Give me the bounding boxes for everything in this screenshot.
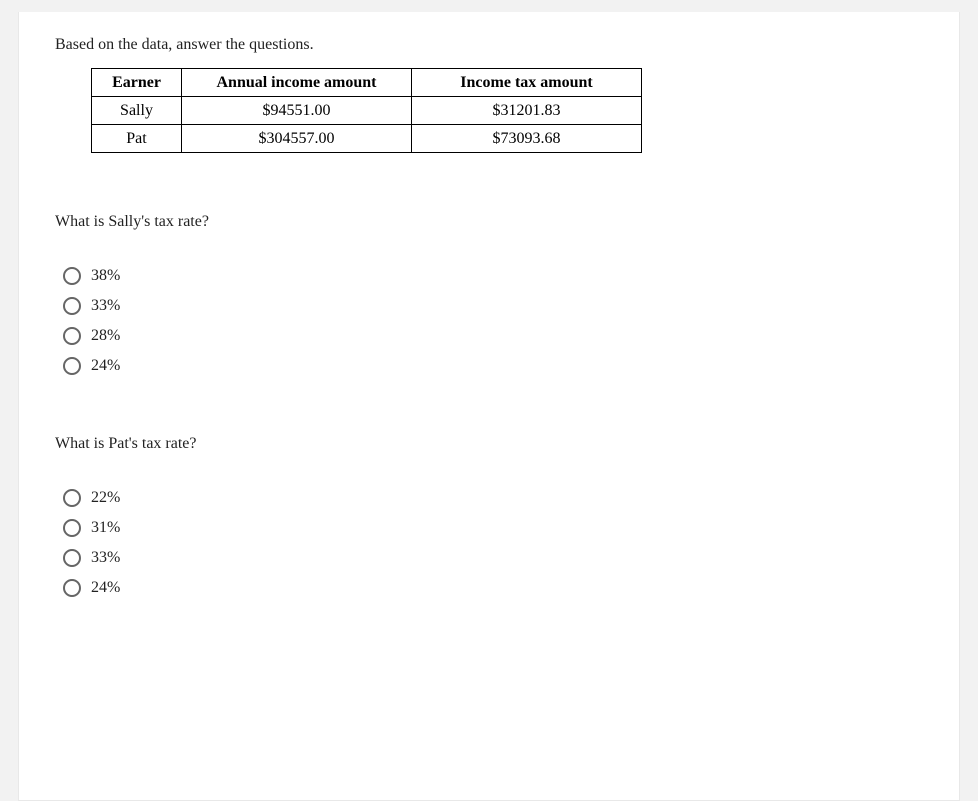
option-item[interactable]: 22% [63,489,923,507]
question-block-1: What is Sally's tax rate? 38% 33% 28% 24… [55,213,923,375]
question-prompt: What is Sally's tax rate? [55,213,923,231]
radio-icon[interactable] [63,327,81,345]
table-cell-earner: Pat [92,125,182,153]
option-label[interactable]: 38% [91,267,120,285]
option-item[interactable]: 24% [63,579,923,597]
radio-icon[interactable] [63,489,81,507]
option-label[interactable]: 22% [91,489,120,507]
question-card: Based on the data, answer the questions.… [18,12,960,801]
option-item[interactable]: 33% [63,297,923,315]
option-item[interactable]: 38% [63,267,923,285]
data-table: Earner Annual income amount Income tax a… [91,68,642,153]
question-prompt: What is Pat's tax rate? [55,435,923,453]
table-header-earner: Earner [92,69,182,97]
radio-icon[interactable] [63,297,81,315]
option-label[interactable]: 33% [91,297,120,315]
options-group-2: 22% 31% 33% 24% [55,489,923,597]
radio-icon[interactable] [63,357,81,375]
instructions-text: Based on the data, answer the questions. [55,36,923,54]
option-label[interactable]: 33% [91,549,120,567]
option-item[interactable]: 28% [63,327,923,345]
table-cell-earner: Sally [92,97,182,125]
radio-icon[interactable] [63,267,81,285]
table-cell-tax: $73093.68 [412,125,642,153]
table-row: Pat $304557.00 $73093.68 [92,125,642,153]
table-cell-income: $94551.00 [182,97,412,125]
radio-icon[interactable] [63,519,81,537]
option-label[interactable]: 31% [91,519,120,537]
options-group-1: 38% 33% 28% 24% [55,267,923,375]
table-header-row: Earner Annual income amount Income tax a… [92,69,642,97]
option-label[interactable]: 24% [91,579,120,597]
option-item[interactable]: 31% [63,519,923,537]
radio-icon[interactable] [63,579,81,597]
option-label[interactable]: 28% [91,327,120,345]
question-block-2: What is Pat's tax rate? 22% 31% 33% 24% [55,435,923,597]
table-row: Sally $94551.00 $31201.83 [92,97,642,125]
table-header-tax: Income tax amount [412,69,642,97]
option-label[interactable]: 24% [91,357,120,375]
table-header-income: Annual income amount [182,69,412,97]
table-cell-income: $304557.00 [182,125,412,153]
option-item[interactable]: 24% [63,357,923,375]
option-item[interactable]: 33% [63,549,923,567]
radio-icon[interactable] [63,549,81,567]
table-cell-tax: $31201.83 [412,97,642,125]
